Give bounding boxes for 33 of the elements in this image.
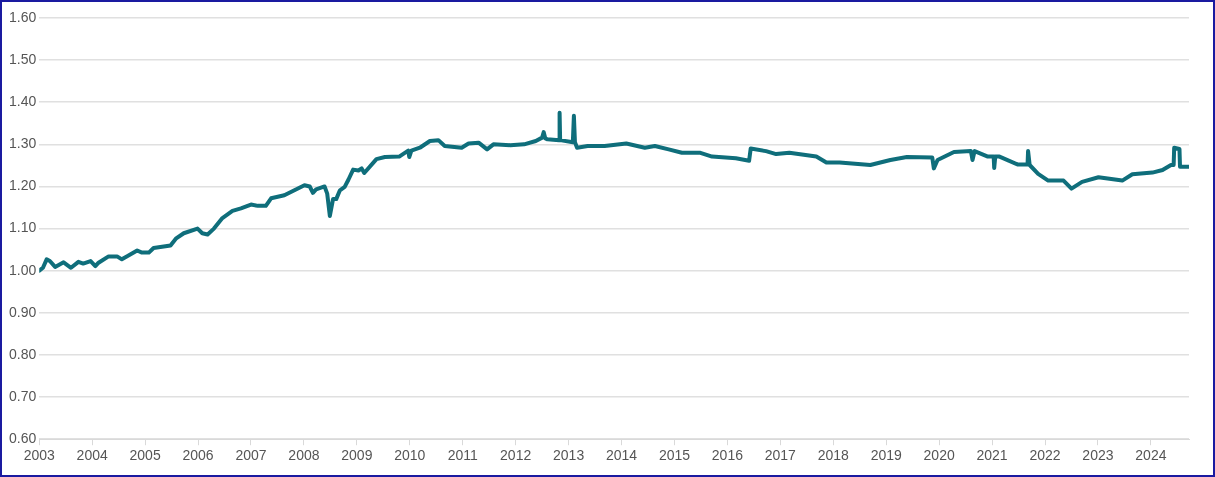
x-tick-label: 2009 — [341, 447, 373, 464]
x-tick-label: 2014 — [605, 447, 638, 464]
y-tick-label: 1.60 — [9, 8, 37, 25]
y-tick-label: 1.10 — [9, 219, 37, 236]
x-tick-label: 2011 — [447, 447, 478, 464]
x-tick-label: 2015 — [658, 447, 691, 464]
x-tick-label: 2018 — [817, 447, 850, 464]
y-tick-label: 0.90 — [9, 303, 37, 320]
y-tick-label: 1.50 — [9, 50, 37, 67]
x-tick-label: 2022 — [1029, 447, 1061, 464]
x-tick-label: 2010 — [394, 447, 426, 464]
y-tick-label: 1.20 — [9, 177, 37, 194]
x-tick-label: 2021 — [976, 447, 1008, 464]
y-tick-label: 0.80 — [9, 345, 37, 362]
y-tick-label: 0.70 — [9, 387, 37, 404]
x-tick-label: 2023 — [1082, 447, 1114, 464]
x-tick-label: 2020 — [923, 447, 955, 464]
x-tick-label: 2005 — [129, 447, 161, 464]
x-tick-label: 2012 — [500, 447, 532, 464]
y-tick-label: 0.60 — [9, 430, 37, 447]
x-tick-label: 2007 — [235, 447, 267, 464]
y-tick-label: 1.40 — [9, 93, 37, 110]
x-tick-label: 2003 — [23, 447, 56, 464]
x-tick-label: 2006 — [182, 447, 214, 464]
x-tick-label: 2008 — [288, 447, 320, 464]
x-tick-label: 2013 — [553, 447, 585, 464]
x-tick-label: 2017 — [764, 447, 797, 464]
y-tick-label: 1.00 — [9, 261, 37, 278]
x-tick-label: 2004 — [76, 447, 108, 464]
y-tick-label: 1.30 — [9, 135, 37, 152]
x-tick-label: 2019 — [870, 447, 902, 464]
x-tick-label: 2016 — [711, 447, 744, 464]
x-tick-label: 2024 — [1135, 447, 1167, 464]
